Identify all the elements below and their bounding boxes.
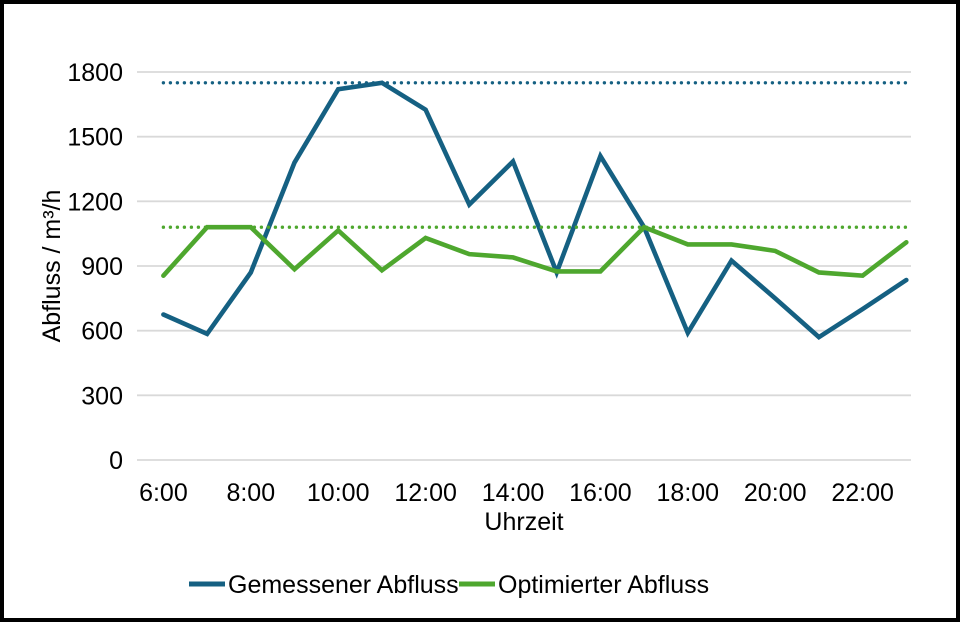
y-tick-labels: 0 300 600 900 1200 1500 1800 xyxy=(67,59,123,475)
y-tick-label: 1500 xyxy=(67,124,123,152)
legend-item-gemessener: Gemessener Abfluss xyxy=(189,571,459,599)
x-tick-label: 18:00 xyxy=(657,479,720,507)
x-tick-label: 10:00 xyxy=(307,479,370,507)
legend: Gemessener Abfluss Optimierter Abfluss xyxy=(189,571,709,599)
x-tick-labels: 6:00 8:00 10:00 12:00 14:00 16:00 18:00 20:00 22… xyxy=(139,479,894,507)
x-tick-label: 12:00 xyxy=(394,479,457,507)
x-axis-title: Uhrzeit xyxy=(484,508,563,536)
x-tick-label: 16:00 xyxy=(569,479,632,507)
series-line-optimierter xyxy=(161,224,909,279)
y-tick-label: 600 xyxy=(81,318,123,346)
x-tick-label: 6:00 xyxy=(139,479,188,507)
legend-label-optimierter: Optimierter Abfluss xyxy=(498,571,709,599)
y-tick-label: 900 xyxy=(81,253,123,281)
y-tick-label: 0 xyxy=(109,447,123,475)
gridlines xyxy=(137,71,911,461)
y-axis-title: Abfluss / m³/h xyxy=(38,190,66,343)
x-tick-label: 20:00 xyxy=(744,479,807,507)
y-tick-label: 300 xyxy=(81,382,123,410)
legend-item-optimierter: Optimierter Abfluss xyxy=(459,571,709,599)
series-lines xyxy=(161,80,909,341)
y-tick-label: 1200 xyxy=(67,188,123,216)
x-tick-label: 8:00 xyxy=(226,479,275,507)
series-line-gemessener xyxy=(161,80,909,341)
reference-lines xyxy=(161,81,908,229)
x-tick-label: 22:00 xyxy=(831,479,894,507)
legend-label-gemessener: Gemessener Abfluss xyxy=(228,571,459,599)
y-tick-label: 1800 xyxy=(67,59,123,87)
x-tick-label: 14:00 xyxy=(482,479,545,507)
